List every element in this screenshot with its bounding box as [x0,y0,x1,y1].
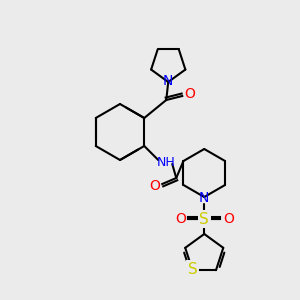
Text: N: N [199,191,209,205]
Text: O: O [149,179,160,193]
Text: O: O [223,212,234,226]
Text: S: S [188,262,197,277]
Text: N: N [163,74,173,88]
Text: O: O [184,87,195,101]
Text: S: S [200,212,209,226]
Text: NH: NH [157,155,176,169]
Text: O: O [175,212,186,226]
